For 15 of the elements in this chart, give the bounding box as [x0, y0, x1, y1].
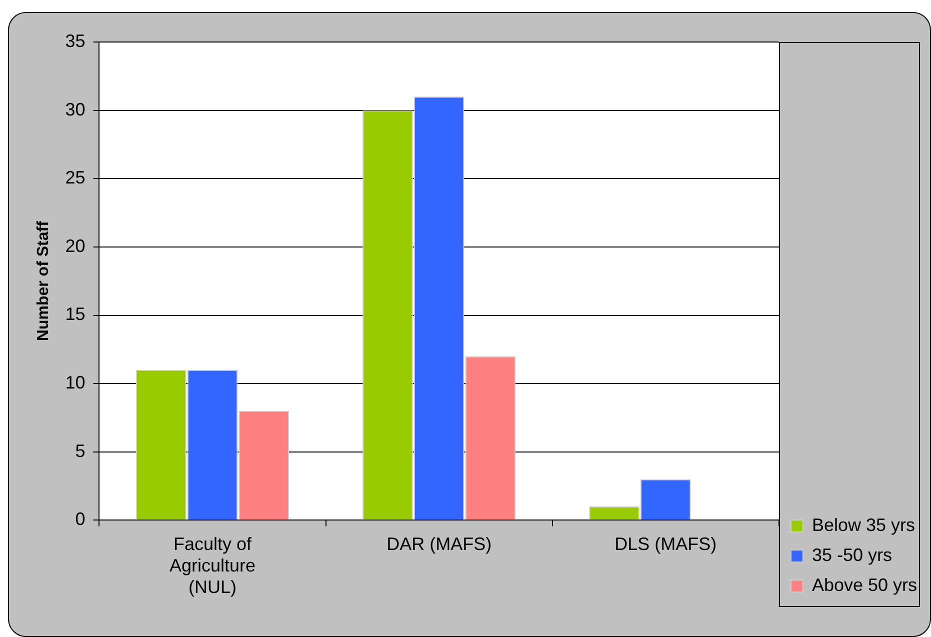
y-tick-label: 30: [65, 99, 86, 120]
y-tick-label: 25: [65, 168, 86, 188]
legend-label: Above 50 yrs: [812, 574, 918, 595]
x-tick-label: DAR (MAFS): [386, 534, 492, 554]
y-tick-label: 15: [65, 304, 86, 324]
legend-label: Below 35 yrs: [812, 514, 915, 535]
y-tick-label: 35: [65, 30, 86, 51]
y-tick-label: 5: [75, 440, 86, 461]
y-axis-title: Number of Staff: [35, 220, 52, 342]
x-tick-label: DLS (MAFS): [614, 534, 717, 554]
y-tick-label: 20: [65, 236, 86, 256]
y-tick-label: 10: [65, 372, 86, 393]
x-tick-label: Faculty of Agriculture (NUL): [169, 534, 256, 598]
y-tick-label: 0: [75, 509, 86, 530]
legend-label: 35 -50 yrs: [812, 544, 892, 565]
